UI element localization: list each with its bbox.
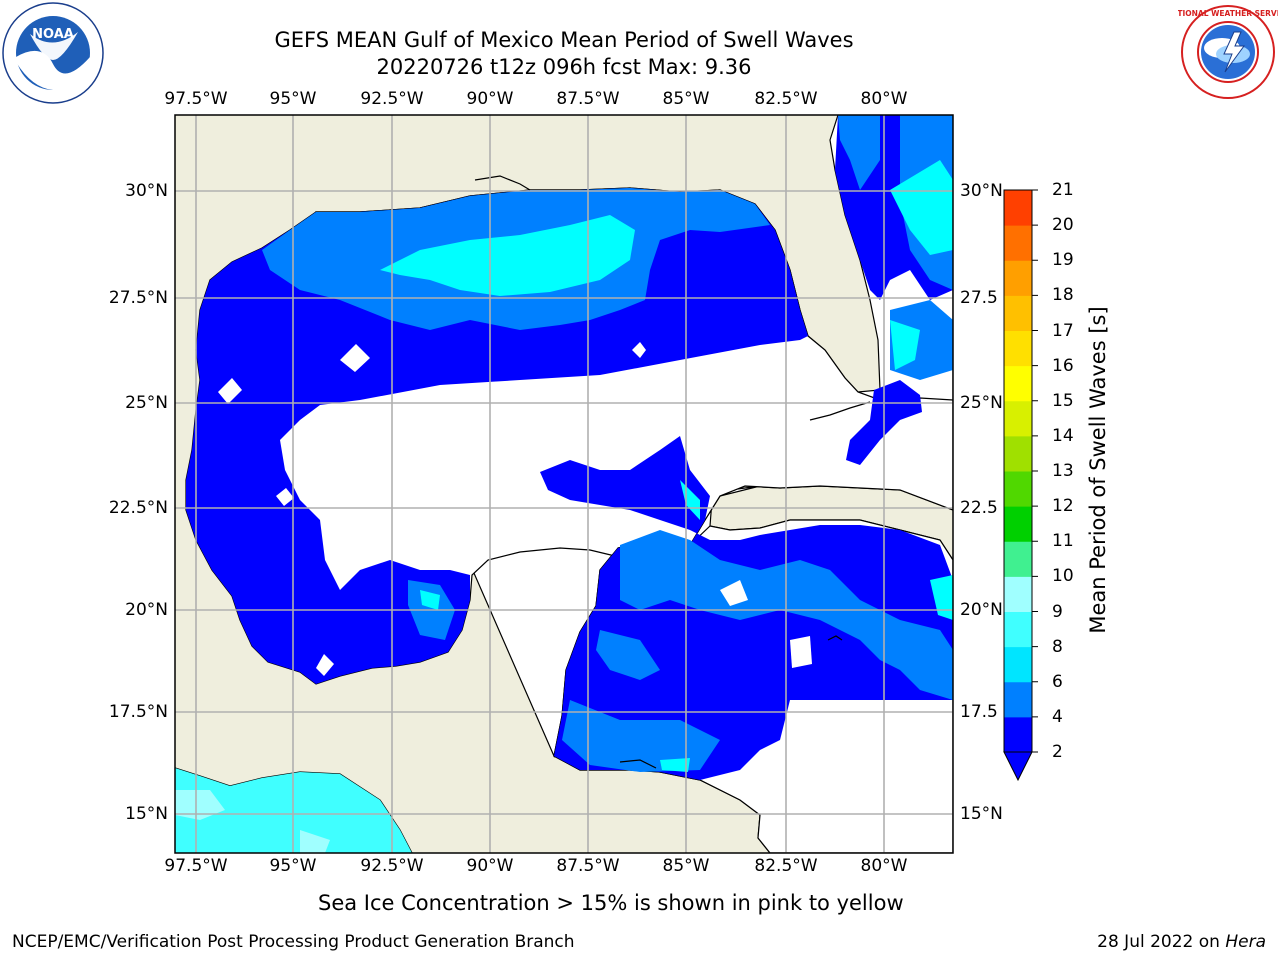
colorbar-segment (1004, 576, 1032, 612)
colorbar-label: Mean Period of Swell Waves [s] (1086, 306, 1110, 634)
lon-tick-top: 92.5°W (360, 89, 424, 109)
lon-tick-top: 80°W (860, 89, 908, 109)
footer-right: 28 Jul 2022 on Hera (1097, 932, 1266, 952)
footer-machine: Hera (1225, 932, 1266, 952)
nws-logo-text: NATIONAL WEATHER SERVICE (1178, 9, 1278, 18)
colorbar-segment (1004, 225, 1032, 261)
colorbar-segment (1004, 330, 1032, 367)
colorbar-tick-label: 6 (1052, 671, 1063, 692)
lon-tick-bottom: 92.5°W (360, 856, 424, 876)
lat-tick-left: 27.5°N (108, 288, 168, 308)
chart-subtitle: 20220726 t12z 096h fcst Max: 9.36 (376, 55, 752, 79)
map-frame (174, 114, 954, 854)
colorbar-tick-label: 14 (1052, 425, 1074, 446)
lon-tick-bottom: 80°W (860, 856, 908, 876)
colorbar-tick-label: 17 (1052, 320, 1074, 341)
colorbar-tick-label: 21 (1052, 180, 1074, 200)
lon-tick-top: 97.5°W (164, 89, 228, 109)
colorbar-tick-label: 2 (1052, 742, 1063, 762)
colorbar-segment (1004, 400, 1032, 437)
lon-tick-bottom: 95°W (269, 856, 317, 876)
colorbar-tick-label: 15 (1052, 390, 1074, 411)
lon-tick-top: 85°W (662, 89, 710, 109)
lon-tick-bottom: 82.5°W (754, 856, 818, 876)
colorbar-segment (1004, 541, 1032, 577)
sea-ice-note: Sea Ice Concentration > 15% is shown in … (318, 891, 904, 915)
colorbar-tick-label: 4 (1052, 706, 1063, 727)
colorbar-segment (1004, 435, 1032, 472)
colorbar-tick-label: 12 (1052, 496, 1074, 517)
lat-tick-right: 22.5 (960, 498, 998, 518)
lat-tick-right: 17.5 (960, 702, 998, 722)
colorbar-segment (1004, 716, 1032, 753)
lon-tick-bottom: 90°W (466, 856, 514, 876)
white-holes (218, 342, 812, 676)
lon-tick-top: 87.5°W (556, 89, 620, 109)
colorbar-segment (1004, 260, 1032, 296)
chart-title: GEFS MEAN Gulf of Mexico Mean Period of … (274, 28, 854, 52)
colorbar-segment (1004, 506, 1032, 542)
colorbar-segment (1004, 646, 1032, 683)
lat-tick-left: 20°N (125, 600, 168, 620)
noaa-logo-text: NOAA (32, 27, 74, 42)
colorbar-tick-label: 11 (1052, 531, 1074, 552)
coastlines (474, 175, 871, 769)
footer-date: 28 Jul 2022 on (1097, 932, 1220, 952)
noaa-logo: NOAA (2, 2, 104, 104)
lat-tick-left: 15°N (125, 804, 168, 824)
colorbar-tick-label: 16 (1052, 355, 1074, 376)
colorbar-segment (1004, 365, 1032, 402)
colorbar (1003, 189, 1038, 782)
lat-tick-left: 30°N (125, 181, 168, 201)
colorbar-tick-label: 10 (1052, 566, 1074, 587)
colorbar-extend-arrow (1003, 751, 1033, 782)
lat-tick-right: 15°N (960, 804, 1003, 824)
lon-tick-bottom: 87.5°W (556, 856, 620, 876)
colorbar-tick-label: 13 (1052, 461, 1074, 481)
colorbar-segment (1004, 295, 1032, 331)
colorbar-tick-label: 20 (1052, 215, 1074, 236)
lon-tick-bottom: 97.5°W (164, 856, 228, 876)
lon-tick-top: 82.5°W (754, 89, 818, 109)
lat-tick-left: 17.5°N (108, 702, 168, 722)
nws-logo: NATIONAL WEATHER SERVICE (1166, 2, 1280, 102)
colorbar-tick-label: 8 (1052, 636, 1063, 657)
lat-tick-right: 30°N (960, 181, 1003, 201)
lat-tick-right: 25°N (960, 393, 1003, 413)
colorbar-tick-label: 19 (1052, 250, 1074, 271)
lat-tick-right: 27.5 (960, 288, 998, 308)
swell-fill-6-8 (380, 160, 953, 772)
footer-left: NCEP/EMC/Verification Post Processing Pr… (12, 932, 575, 952)
lon-tick-bottom: 85°W (662, 856, 710, 876)
colorbar-tick-label: 9 (1052, 601, 1063, 622)
lat-tick-left: 22.5°N (108, 498, 168, 518)
colorbar-segment (1004, 681, 1032, 718)
colorbar-segment (1004, 190, 1032, 226)
graticule (175, 115, 953, 853)
colorbar-segment (1004, 471, 1032, 507)
lat-tick-right: 20°N (960, 600, 1003, 620)
swell-fill-4-6 (262, 115, 953, 772)
lon-tick-top: 90°W (466, 89, 514, 109)
colorbar-segment (1004, 611, 1032, 648)
colorbar-tick-label: 18 (1052, 285, 1074, 306)
lat-tick-left: 25°N (125, 393, 168, 413)
lon-tick-top: 95°W (269, 89, 317, 109)
